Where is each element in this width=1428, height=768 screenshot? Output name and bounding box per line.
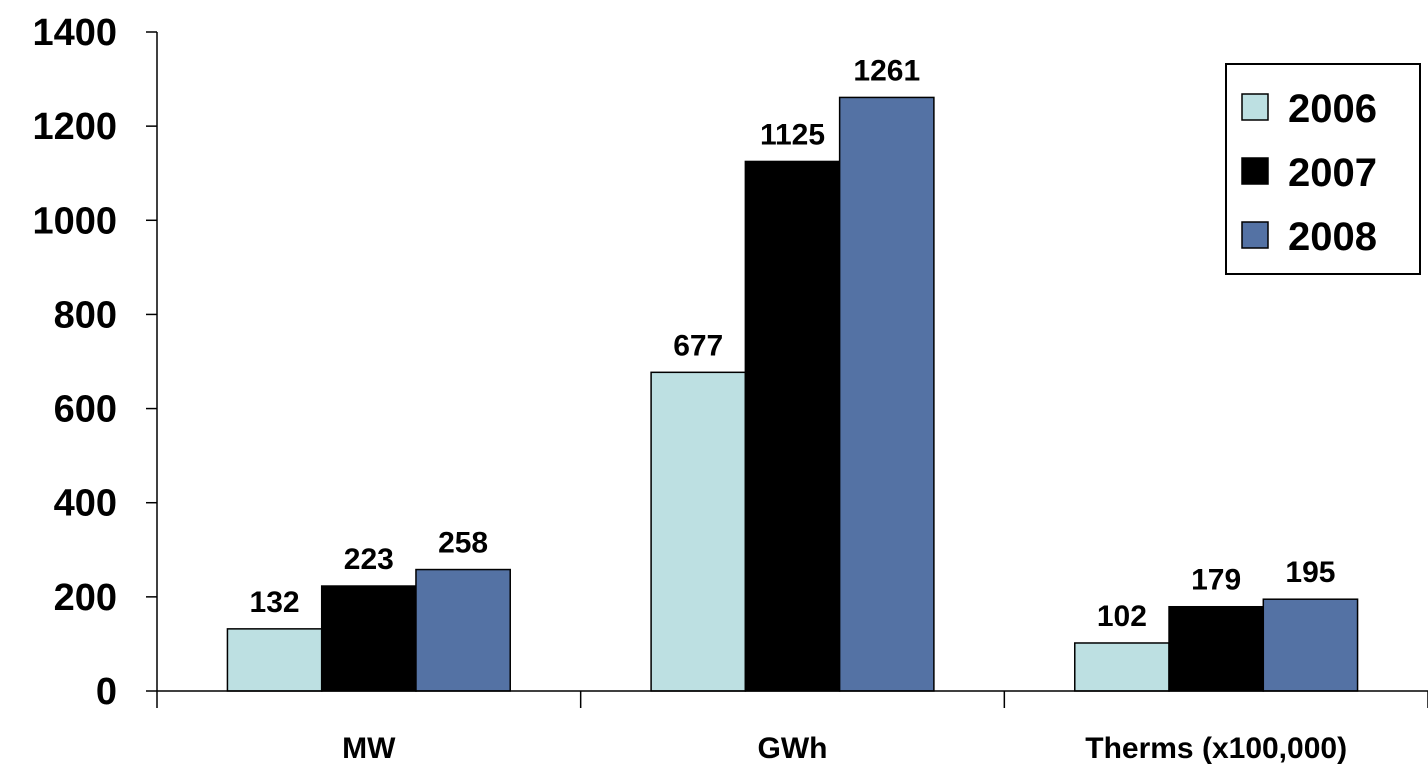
y-tick-label-800: 800: [54, 294, 117, 336]
legend-label-2008: 2008: [1288, 215, 1377, 259]
y-tick-label-1400: 1400: [32, 12, 117, 54]
y-tick-label-1200: 1200: [32, 106, 117, 148]
data-label-2008-2: 195: [1285, 556, 1335, 589]
data-label-2006-1: 677: [673, 329, 723, 362]
bar-2006-2: [1074, 642, 1170, 692]
legend: 2006 2007 2008: [1225, 63, 1421, 275]
data-label-2008-0: 258: [438, 527, 488, 560]
data-label-2007-0: 223: [344, 543, 394, 576]
labels-layer: 132 677 102 223 1125 179 258 1261 195 0 200 400 600 8…: [32, 12, 1347, 765]
y-tick-label-200: 200: [54, 577, 117, 619]
legend-swatch-2007: [1241, 157, 1269, 185]
legend-label-2006: 2006: [1288, 87, 1377, 131]
bars-layer: [226, 96, 1359, 692]
data-label-2007-2: 179: [1191, 564, 1241, 597]
bar-2006-0: [226, 628, 323, 692]
legend-swatch-2008: [1241, 221, 1269, 249]
bar-2008-1: [838, 96, 935, 692]
category-label-2: Therms (x100,000): [1085, 732, 1347, 765]
axes-layer: [146, 31, 1428, 708]
bar-2008-0: [415, 568, 511, 692]
bar-2007-2: [1168, 605, 1265, 692]
bar-2006-1: [650, 371, 747, 692]
bar-2007-0: [320, 585, 417, 692]
legend-swatch-2006: [1241, 93, 1269, 121]
category-label-1: GWh: [758, 732, 828, 765]
y-tick-label-1000: 1000: [32, 200, 117, 242]
data-label-2006-2: 102: [1097, 600, 1147, 633]
data-label-2008-1: 1261: [853, 54, 920, 87]
bar-2008-2: [1262, 598, 1359, 692]
data-label-2006-0: 132: [250, 586, 300, 619]
legend-label-2007: 2007: [1288, 151, 1377, 195]
category-label-0: MW: [342, 732, 396, 765]
data-label-2007-1: 1125: [760, 118, 825, 151]
bar-2007-1: [744, 160, 841, 692]
y-tick-label-600: 600: [54, 389, 117, 431]
y-tick-label-0: 0: [96, 671, 117, 713]
y-tick-label-400: 400: [54, 483, 117, 525]
